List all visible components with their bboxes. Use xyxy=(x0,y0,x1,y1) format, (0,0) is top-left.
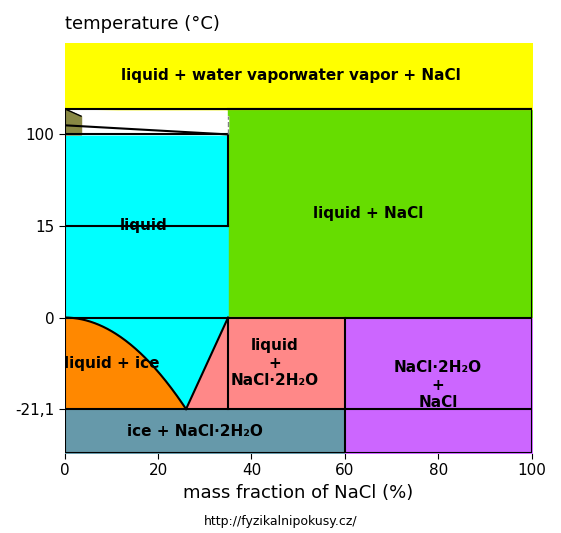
X-axis label: mass fraction of NaCl (%): mass fraction of NaCl (%) xyxy=(183,484,413,502)
Text: NaCl·2H₂O
+
NaCl: NaCl·2H₂O + NaCl xyxy=(394,360,482,410)
Polygon shape xyxy=(186,318,345,409)
Text: liquid + ice: liquid + ice xyxy=(63,356,159,371)
Polygon shape xyxy=(65,134,228,409)
Text: water vapor + NaCl: water vapor + NaCl xyxy=(294,68,461,83)
Polygon shape xyxy=(65,318,186,409)
Text: http://fyzikalnipokusy.cz/: http://fyzikalnipokusy.cz/ xyxy=(204,515,357,528)
Text: temperature (°C): temperature (°C) xyxy=(65,15,219,33)
Text: liquid
+
NaCl·2H₂O: liquid + NaCl·2H₂O xyxy=(231,338,319,388)
Text: liquid + water vapor: liquid + water vapor xyxy=(121,68,296,83)
Text: liquid: liquid xyxy=(120,219,168,233)
Text: ice + NaCl·2H₂O: ice + NaCl·2H₂O xyxy=(127,424,263,439)
Text: liquid + NaCl: liquid + NaCl xyxy=(313,206,424,221)
